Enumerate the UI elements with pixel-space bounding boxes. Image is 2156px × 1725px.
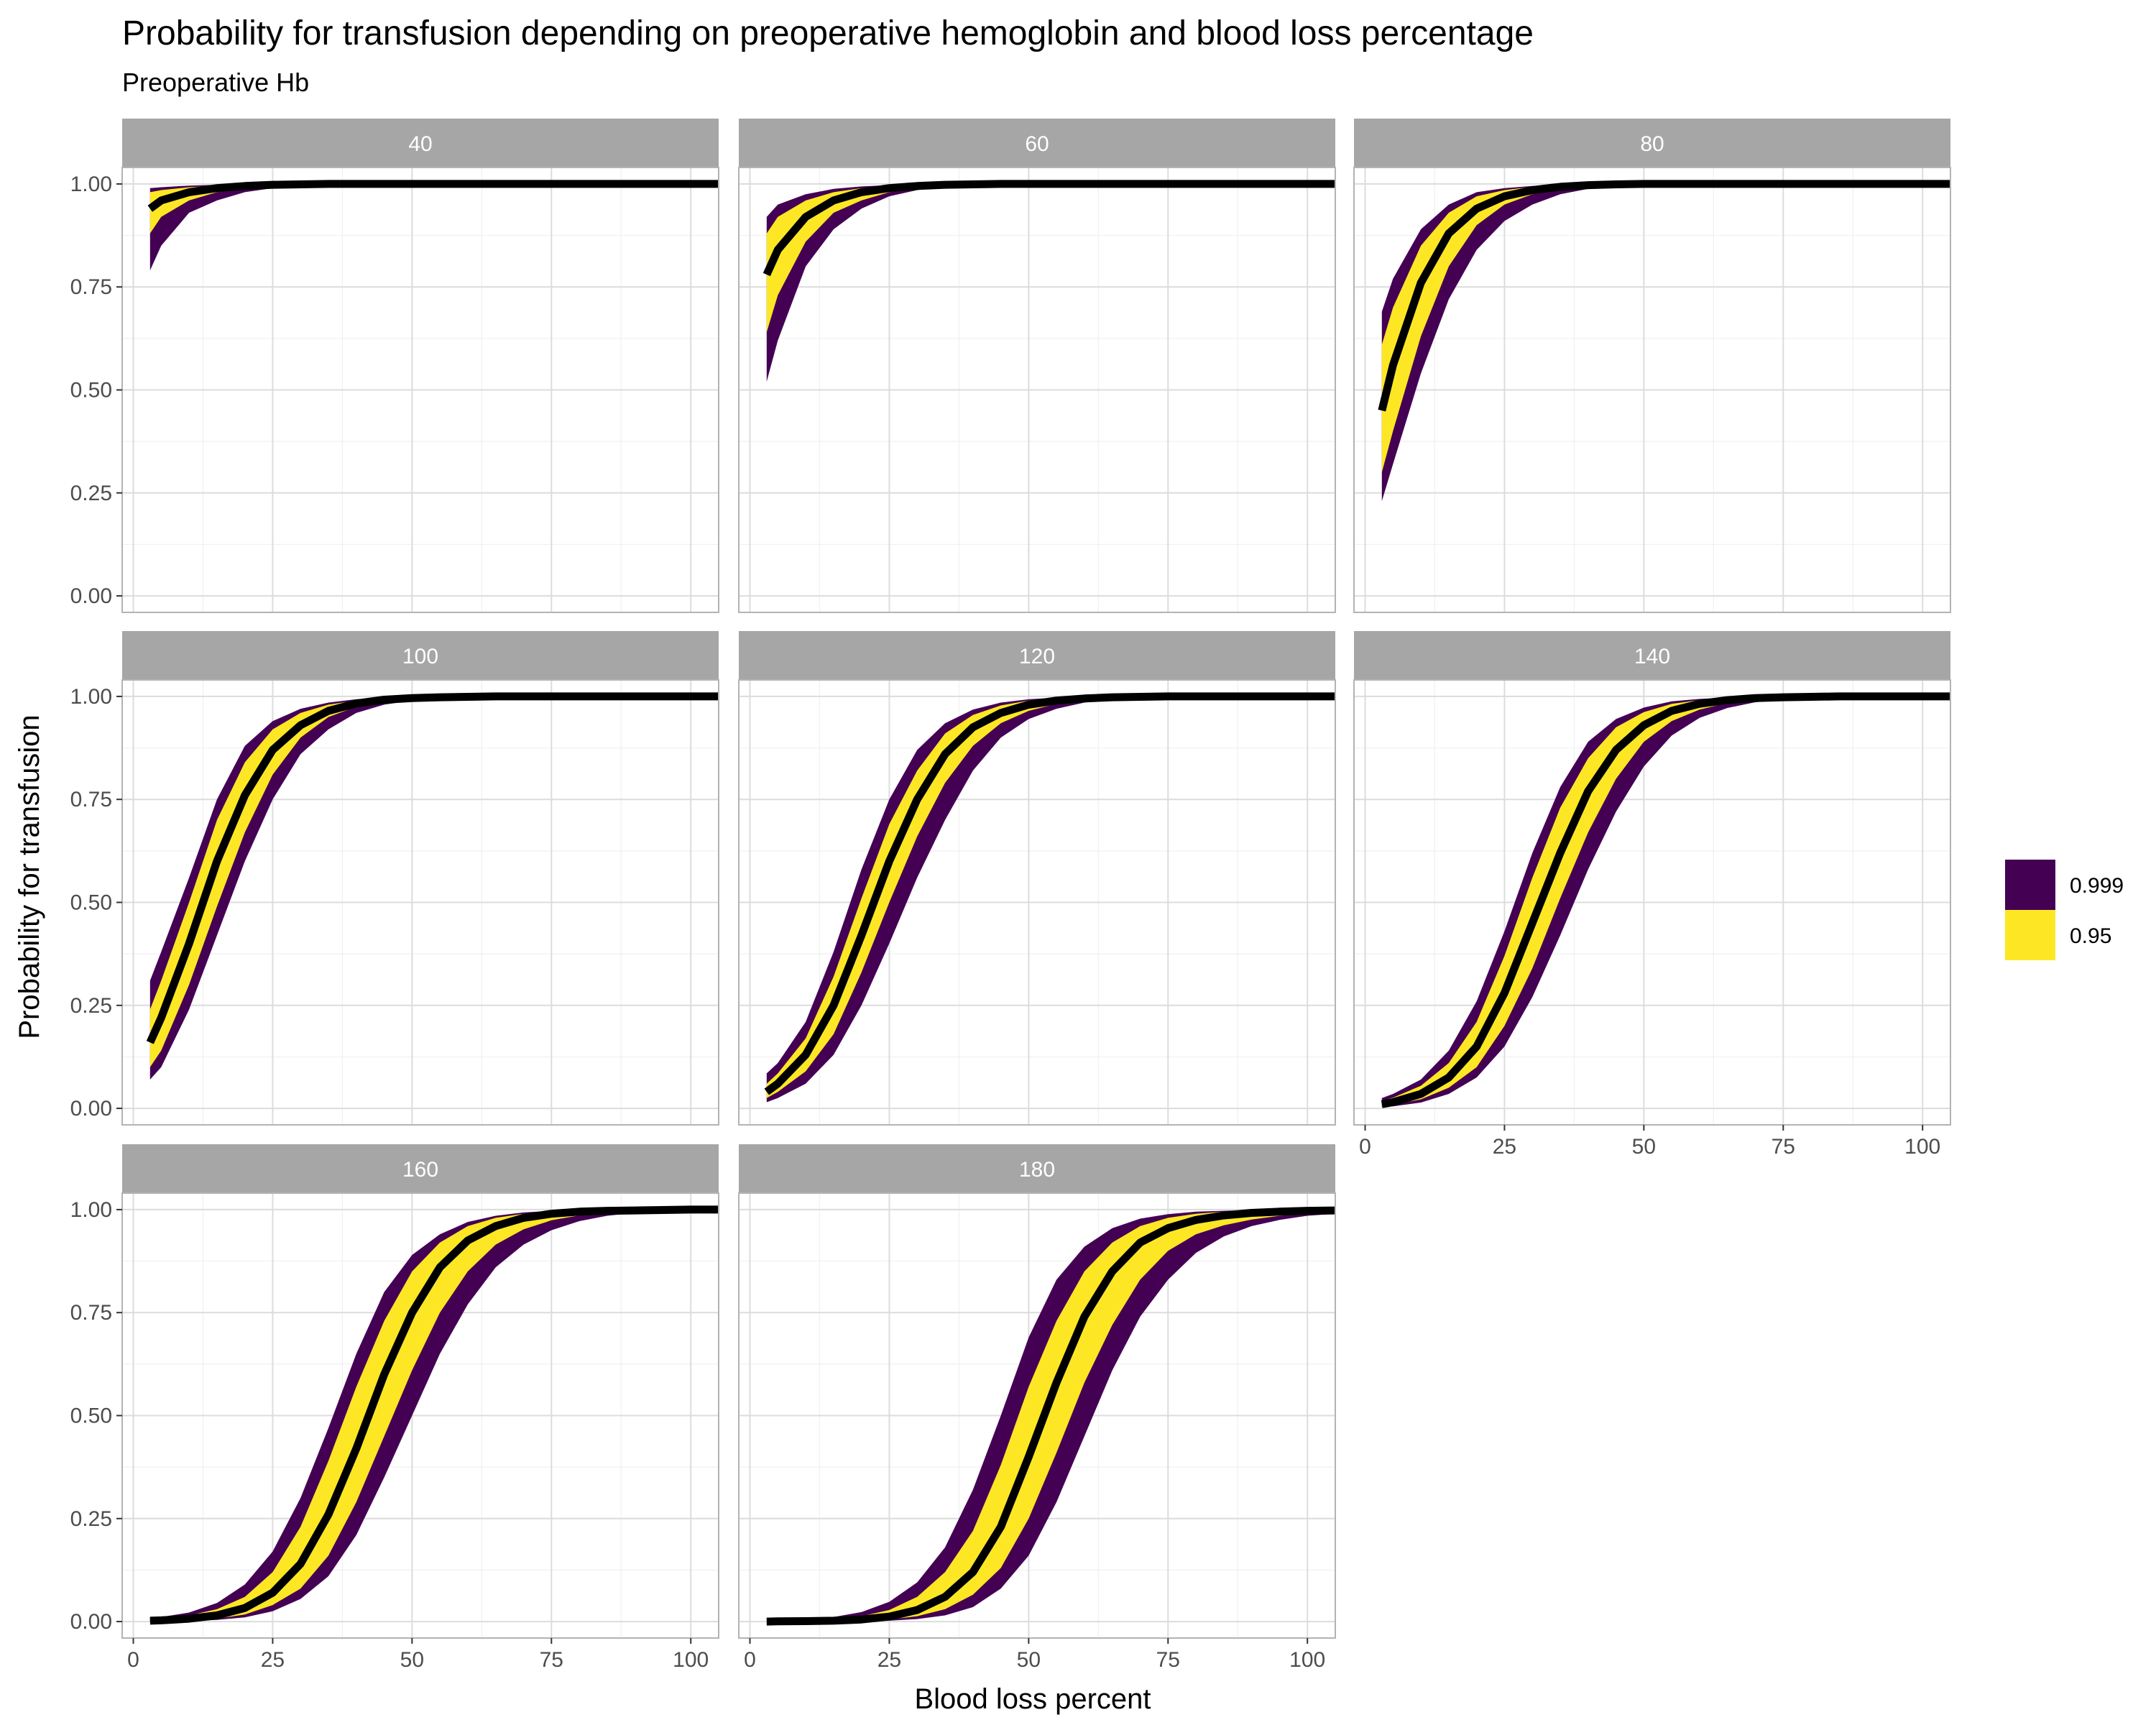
x-tick-label: 25 bbox=[1493, 1135, 1516, 1159]
legend-key-0.95 bbox=[2005, 910, 2055, 960]
fit-line bbox=[147, 180, 719, 212]
facet-panel-60: 60 bbox=[738, 119, 1336, 613]
chart-subtitle: Preoperative Hb bbox=[122, 68, 309, 97]
y-tick-label: 0.75 bbox=[70, 275, 112, 299]
facet-strip bbox=[122, 1144, 719, 1193]
y-tick-label: 1.00 bbox=[70, 685, 112, 709]
ribbon-999 bbox=[149, 1209, 719, 1622]
y-tick-label: 0.25 bbox=[70, 994, 112, 1018]
x-tick-label: 100 bbox=[1289, 1648, 1325, 1672]
facet-strip-label: 100 bbox=[402, 645, 438, 668]
legend-label-0.95: 0.95 bbox=[2070, 924, 2111, 948]
facet-panel-160: 160 0.00 0.25 0.50 0.75 1.00 0 25 50 75 100 bbox=[70, 1144, 719, 1672]
fit-line bbox=[766, 1206, 1335, 1626]
facet-strip-label: 80 bbox=[1640, 132, 1664, 156]
y-tick-label: 0.00 bbox=[70, 584, 112, 608]
facet-strip bbox=[739, 1144, 1335, 1193]
y-tick-label: 1.00 bbox=[70, 172, 112, 196]
panel-data bbox=[1378, 180, 1950, 502]
y-tick-label: 0.25 bbox=[70, 482, 112, 505]
fit-line bbox=[146, 692, 719, 1044]
panel-data bbox=[147, 180, 719, 271]
x-tick-label: 50 bbox=[400, 1648, 424, 1672]
panel-data bbox=[149, 1205, 719, 1625]
y-tick-label: 0.75 bbox=[70, 788, 112, 811]
ribbon-95 bbox=[766, 1209, 1335, 1622]
facet-panel-140: 140 0 25 50 75 100 bbox=[1353, 631, 1951, 1159]
facet-strip-label: 120 bbox=[1019, 645, 1055, 668]
x-axis-title: Blood loss percent bbox=[914, 1683, 1151, 1715]
panel-border bbox=[738, 1192, 1336, 1639]
y-tick-label: 0.50 bbox=[70, 1404, 112, 1428]
facet-strip-label: 180 bbox=[1019, 1158, 1055, 1182]
facet-strip bbox=[122, 119, 719, 167]
x-tick-label: 75 bbox=[1772, 1135, 1795, 1159]
y-tick-label: 0.75 bbox=[70, 1301, 112, 1325]
x-tick-label: 50 bbox=[1632, 1135, 1656, 1159]
y-axis-title: Probability for transfusion bbox=[14, 714, 45, 1039]
ribbon-95 bbox=[766, 183, 1335, 333]
fit-line bbox=[149, 1205, 719, 1625]
facet-panel-40: 40 0.00 0.25 0.50 0.75 1.00 bbox=[70, 119, 719, 613]
panel-data bbox=[146, 692, 719, 1080]
panel-border bbox=[738, 167, 1336, 613]
facet-strip bbox=[122, 631, 719, 680]
x-tick-label: 100 bbox=[673, 1648, 709, 1672]
fit-line bbox=[763, 180, 1335, 277]
facet-panel-80: 80 bbox=[1353, 119, 1951, 613]
ribbon-95 bbox=[149, 1209, 719, 1622]
facet-strip bbox=[739, 119, 1335, 167]
ribbon-999 bbox=[1381, 696, 1950, 1108]
y-tick-label: 0.50 bbox=[70, 379, 112, 402]
facet-strip bbox=[1354, 631, 1950, 680]
y-tick-label: 0.50 bbox=[70, 891, 112, 915]
legend-label-0.999: 0.999 bbox=[2070, 874, 2124, 898]
facet-strip-label: 160 bbox=[402, 1158, 438, 1182]
ribbon-999 bbox=[1381, 183, 1950, 502]
x-tick-label: 25 bbox=[877, 1648, 901, 1672]
x-tick-label: 0 bbox=[744, 1648, 756, 1672]
fit-line bbox=[1381, 692, 1950, 1108]
facet-panel-100: 100 0.00 0.25 0.50 0.75 1.00 bbox=[70, 631, 719, 1126]
panel-data bbox=[764, 692, 1335, 1103]
facet-panels: 40 0.00 0.25 0.50 0.75 1.00 60 80 100 0.00 0.25 0.5… bbox=[70, 119, 1951, 1672]
fit-line bbox=[1378, 180, 1950, 412]
panel-data bbox=[1381, 692, 1950, 1108]
facet-strip-label: 140 bbox=[1634, 645, 1670, 668]
facet-strip bbox=[739, 631, 1335, 680]
panel-border bbox=[1353, 167, 1951, 613]
facet-strip-label: 40 bbox=[408, 132, 432, 156]
y-tick-label: 0.00 bbox=[70, 1610, 112, 1634]
x-tick-label: 75 bbox=[1156, 1648, 1180, 1672]
facet-strip-label: 60 bbox=[1025, 132, 1049, 156]
y-tick-label: 1.00 bbox=[70, 1198, 112, 1222]
x-tick-label: 100 bbox=[1904, 1135, 1940, 1159]
facet-panel-120: 120 bbox=[738, 631, 1336, 1126]
y-tick-label: 0.00 bbox=[70, 1097, 112, 1121]
legend: 0.999 0.95 bbox=[2005, 860, 2124, 960]
facet-panel-180: 180 0 25 50 75 100 bbox=[738, 1144, 1336, 1672]
legend-key-0.999 bbox=[2005, 860, 2055, 910]
panel-border bbox=[738, 679, 1336, 1126]
chart-title: Probability for transfusion depending on… bbox=[122, 14, 1534, 52]
panel-border bbox=[1353, 679, 1951, 1126]
y-tick-label: 0.25 bbox=[70, 1507, 112, 1531]
panel-data bbox=[763, 180, 1335, 382]
x-tick-label: 0 bbox=[127, 1648, 139, 1672]
fit-line bbox=[764, 692, 1335, 1095]
panel-data bbox=[766, 1206, 1335, 1626]
x-tick-label: 50 bbox=[1017, 1648, 1041, 1672]
x-tick-label: 0 bbox=[1359, 1135, 1371, 1159]
x-tick-label: 25 bbox=[261, 1648, 285, 1672]
ribbon-95 bbox=[766, 696, 1335, 1098]
x-tick-label: 75 bbox=[540, 1648, 563, 1672]
facet-strip bbox=[1354, 119, 1950, 167]
